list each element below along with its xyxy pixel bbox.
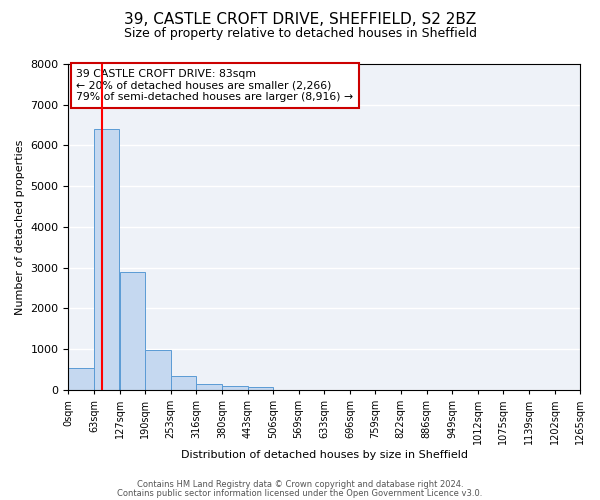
Bar: [145, 350, 171, 390]
Bar: [196, 384, 221, 390]
Bar: [171, 376, 196, 390]
Text: Contains HM Land Registry data © Crown copyright and database right 2024.: Contains HM Land Registry data © Crown c…: [137, 480, 463, 489]
Bar: [248, 387, 273, 390]
Bar: [94, 129, 119, 390]
Bar: [68, 368, 94, 390]
Text: 39, CASTLE CROFT DRIVE, SHEFFIELD, S2 2BZ: 39, CASTLE CROFT DRIVE, SHEFFIELD, S2 2B…: [124, 12, 476, 28]
Y-axis label: Number of detached properties: Number of detached properties: [15, 140, 25, 314]
X-axis label: Distribution of detached houses by size in Sheffield: Distribution of detached houses by size …: [181, 450, 468, 460]
Bar: [120, 272, 145, 390]
Text: Contains public sector information licensed under the Open Government Licence v3: Contains public sector information licen…: [118, 488, 482, 498]
Bar: [222, 386, 248, 390]
Text: 39 CASTLE CROFT DRIVE: 83sqm
← 20% of detached houses are smaller (2,266)
79% of: 39 CASTLE CROFT DRIVE: 83sqm ← 20% of de…: [76, 69, 353, 102]
Text: Size of property relative to detached houses in Sheffield: Size of property relative to detached ho…: [124, 28, 476, 40]
